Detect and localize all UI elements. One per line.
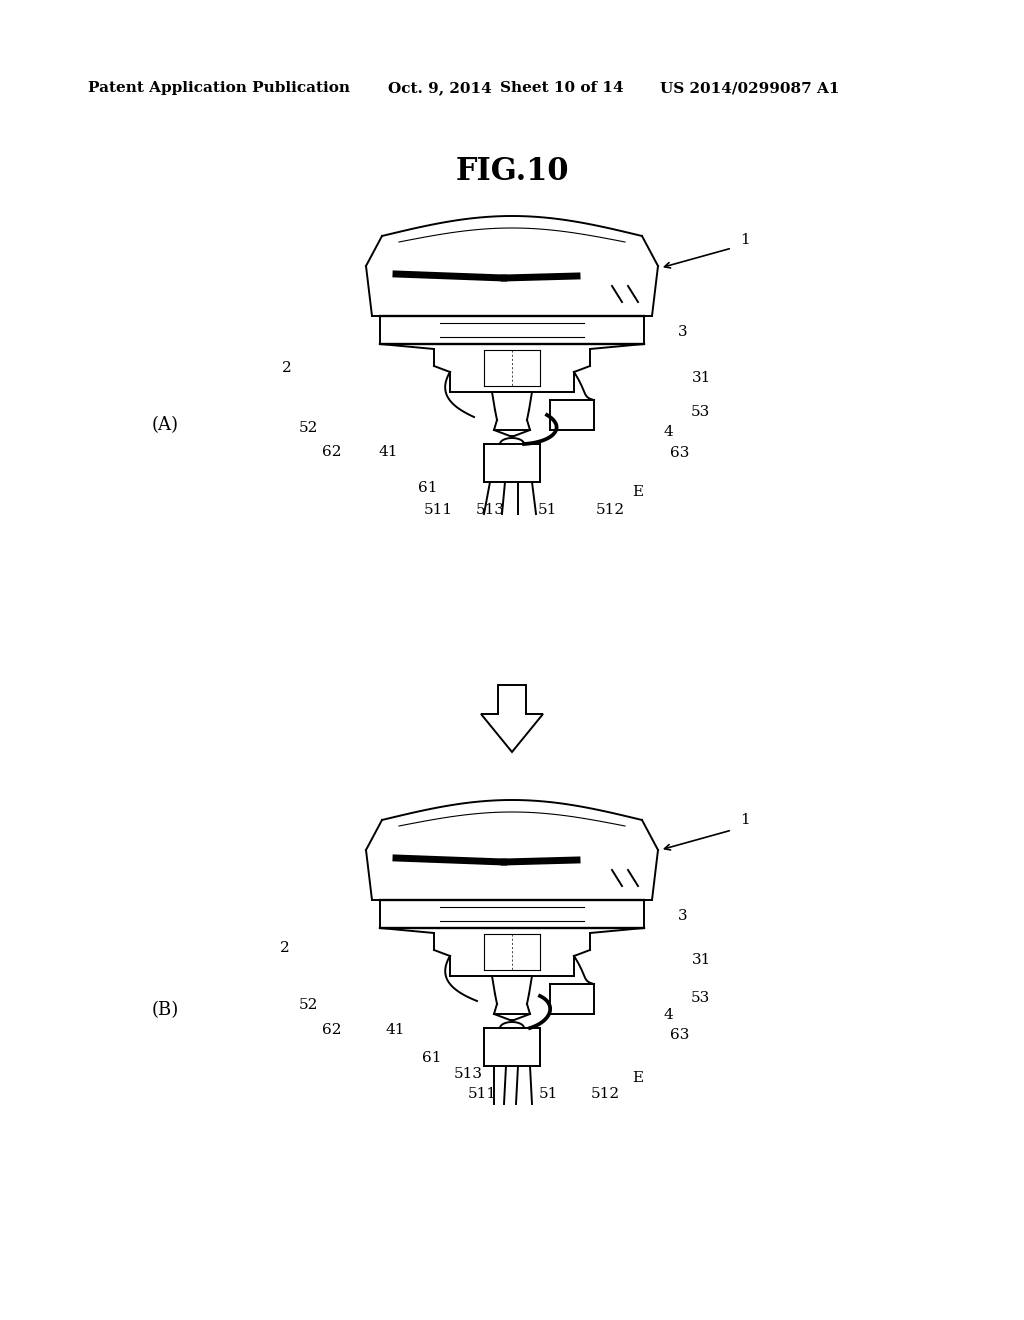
Text: 52: 52 [298, 998, 317, 1012]
Text: (B): (B) [152, 1001, 179, 1019]
Text: 61: 61 [422, 1051, 441, 1065]
Polygon shape [481, 685, 543, 752]
Text: Oct. 9, 2014: Oct. 9, 2014 [388, 81, 492, 95]
Text: 3: 3 [678, 909, 688, 923]
Text: 31: 31 [692, 371, 712, 385]
Text: 512: 512 [591, 1086, 620, 1101]
Text: 63: 63 [671, 446, 690, 459]
Text: 4: 4 [664, 1008, 673, 1022]
Text: 513: 513 [475, 503, 505, 517]
Text: 61: 61 [418, 480, 437, 495]
Text: 51: 51 [538, 503, 557, 517]
Text: 513: 513 [454, 1067, 482, 1081]
Text: 4: 4 [664, 425, 673, 440]
Text: 2: 2 [283, 360, 292, 375]
Text: 41: 41 [378, 445, 397, 459]
Text: 51: 51 [539, 1086, 558, 1101]
Text: (A): (A) [152, 416, 179, 434]
Text: 62: 62 [323, 1023, 342, 1038]
Text: 1: 1 [740, 234, 750, 247]
Text: 512: 512 [595, 503, 625, 517]
Text: 52: 52 [298, 421, 317, 436]
Text: 511: 511 [467, 1086, 497, 1101]
Text: 53: 53 [690, 405, 710, 418]
Text: US 2014/0299087 A1: US 2014/0299087 A1 [660, 81, 840, 95]
Text: 1: 1 [740, 813, 750, 828]
Text: FIG.10: FIG.10 [456, 157, 568, 187]
Text: 63: 63 [671, 1028, 690, 1041]
Text: 31: 31 [692, 953, 712, 968]
Text: 2: 2 [281, 941, 290, 954]
Text: Sheet 10 of 14: Sheet 10 of 14 [500, 81, 624, 95]
Text: E: E [633, 484, 643, 499]
Text: 3: 3 [678, 325, 688, 339]
Text: 41: 41 [385, 1023, 404, 1038]
Text: E: E [633, 1071, 643, 1085]
Text: 53: 53 [690, 991, 710, 1005]
Text: 62: 62 [323, 445, 342, 459]
Text: Patent Application Publication: Patent Application Publication [88, 81, 350, 95]
Text: 511: 511 [424, 503, 453, 517]
